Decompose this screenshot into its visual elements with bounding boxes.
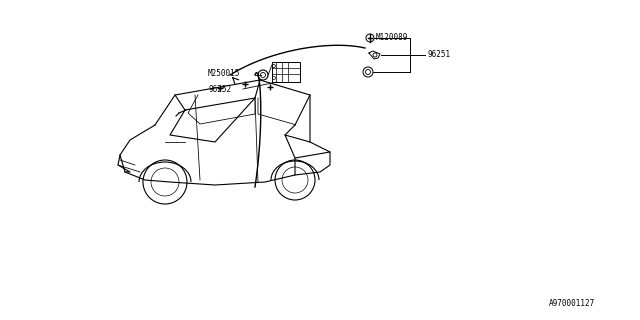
Polygon shape xyxy=(369,51,380,59)
Text: 96251: 96251 xyxy=(427,50,450,59)
Text: M120089: M120089 xyxy=(376,33,408,42)
Text: 96252: 96252 xyxy=(208,84,231,93)
Text: M250015: M250015 xyxy=(208,68,241,77)
FancyBboxPatch shape xyxy=(272,62,300,82)
Text: A970001127: A970001127 xyxy=(548,299,595,308)
